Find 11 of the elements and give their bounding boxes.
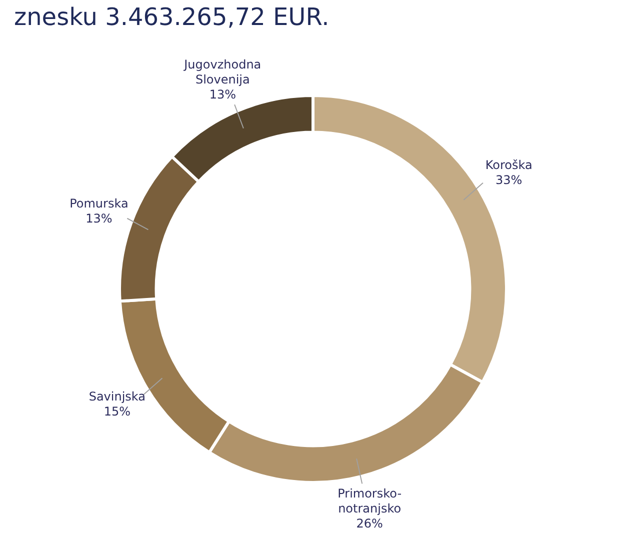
data-label: 13%	[209, 87, 236, 102]
slice-label: Pomurska	[70, 196, 128, 211]
data-label: 26%	[356, 516, 383, 530]
slice-label: Savinjska	[88, 389, 146, 404]
data-label: 33%	[495, 172, 522, 187]
slice-label: Jugovzhodna Slovenija	[183, 57, 262, 86]
data-label: 15%	[104, 404, 131, 418]
data-label: 13%	[86, 212, 112, 226]
chart-title: znesku 3.463.265,72 EUR.	[13, 2, 330, 33]
slice-label: Primorsko-notranjsko	[338, 486, 402, 516]
slice-label: Koroška	[485, 158, 532, 172]
